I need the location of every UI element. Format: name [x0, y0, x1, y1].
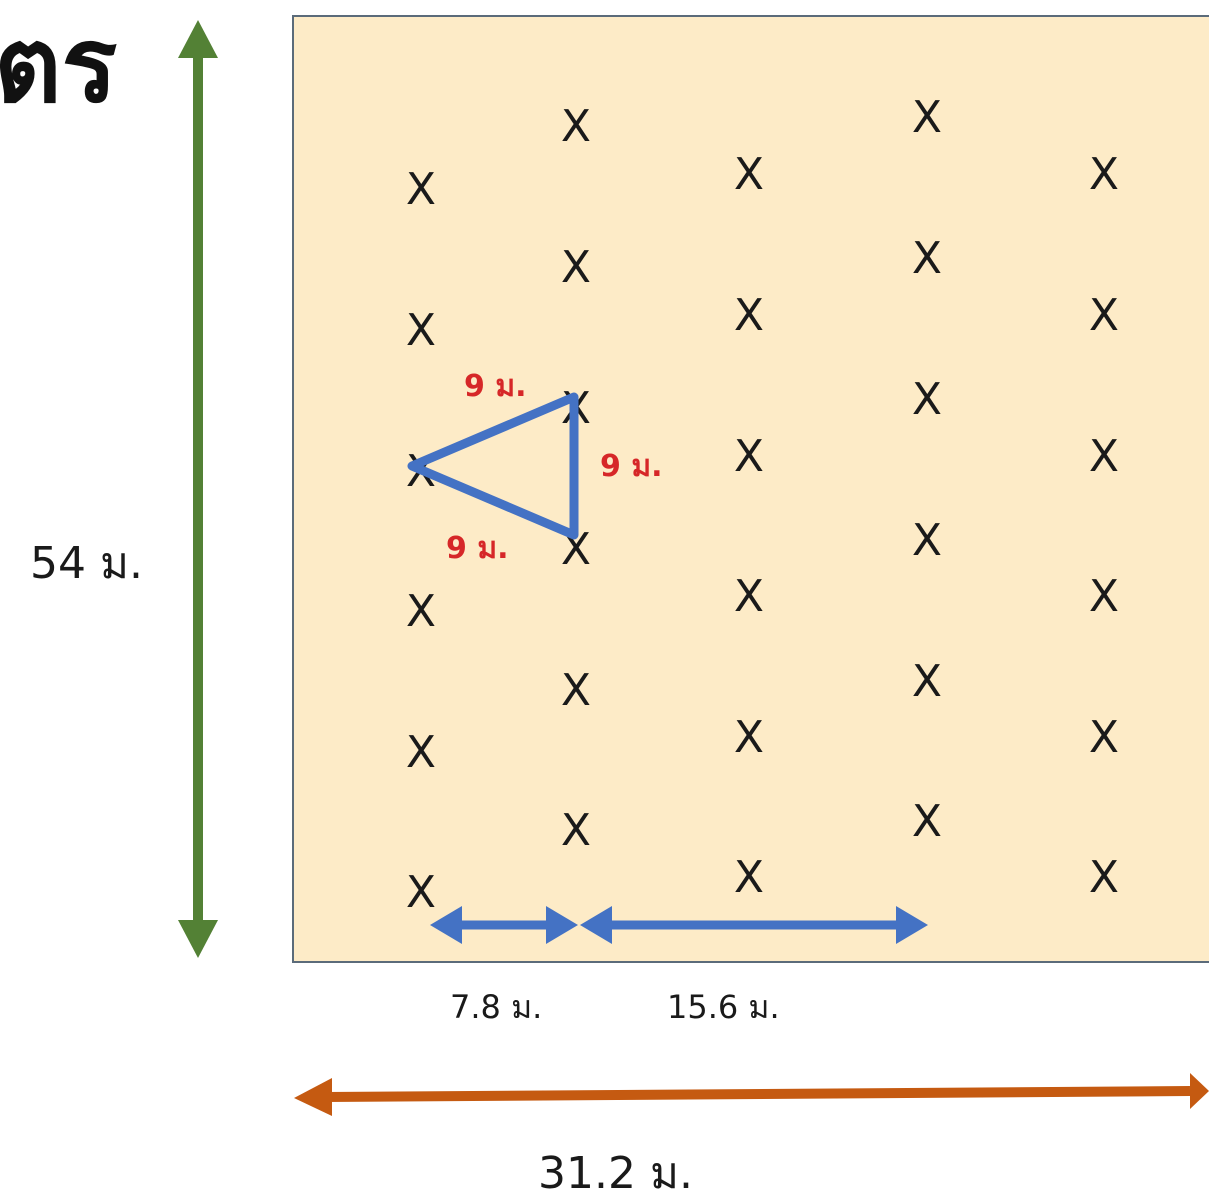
plant-marker: X	[912, 796, 942, 847]
plant-marker: X	[912, 515, 942, 566]
plant-marker: X	[912, 233, 942, 284]
plant-marker: X	[734, 852, 764, 903]
plant-marker: X	[406, 867, 436, 918]
width-label: 31.2 ม.	[538, 1148, 693, 1196]
plant-marker: X	[912, 92, 942, 143]
plant-marker: X	[406, 727, 436, 778]
triangle-side-bottom-label: 9 ม.	[446, 531, 509, 566]
height-arrow-icon	[178, 20, 218, 958]
plant-marker: X	[406, 586, 436, 637]
plant-marker: X	[912, 656, 942, 707]
plant-marker: X	[406, 164, 436, 215]
plant-marker: X	[734, 712, 764, 763]
triangle-side-top-label: 9 ม.	[464, 369, 527, 404]
plant-marker: X	[561, 665, 591, 716]
triangle-spacing	[407, 392, 579, 540]
plant-marker: X	[561, 805, 591, 856]
row-spacing-arrow-icon	[430, 906, 578, 944]
plant-marker: X	[561, 242, 591, 293]
width-arrow-icon	[294, 1073, 1209, 1116]
plant-marker: X	[734, 290, 764, 341]
plant-marker: X	[561, 101, 591, 152]
plant-marker: X	[734, 149, 764, 200]
triangle-side-right-label: 9 ม.	[600, 449, 663, 484]
plant-marker: X	[912, 374, 942, 425]
plant-marker: X	[406, 305, 436, 356]
field-area	[292, 15, 1209, 963]
plant-marker: X	[1089, 149, 1119, 200]
double-spacing-arrow-icon	[580, 906, 928, 944]
plant-marker: X	[1089, 571, 1119, 622]
double-spacing-label: 15.6 ม.	[667, 988, 780, 1026]
height-label: 54 ม.	[30, 538, 143, 589]
plant-marker: X	[1089, 431, 1119, 482]
row-spacing-label: 7.8 ม.	[450, 988, 542, 1026]
plant-marker: X	[734, 431, 764, 482]
title-fragment: ตร	[0, 4, 118, 126]
plant-marker: X	[1089, 712, 1119, 763]
plant-marker: X	[1089, 852, 1119, 903]
plant-marker: X	[734, 571, 764, 622]
plant-marker: X	[1089, 290, 1119, 341]
